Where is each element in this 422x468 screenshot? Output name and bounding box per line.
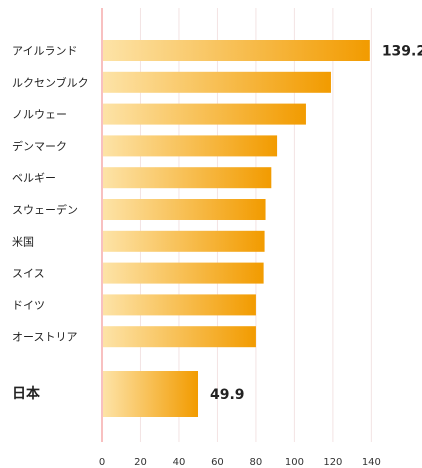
x-tick-label: 80 — [250, 457, 263, 468]
category-label: ベルギー — [12, 172, 56, 185]
data-label: 139.2 — [382, 44, 422, 60]
x-tick-label: 120 — [323, 457, 342, 468]
category-label: オーストリア — [12, 331, 77, 344]
bar — [103, 371, 199, 417]
bar — [103, 71, 331, 93]
x-tick-label: 40 — [173, 457, 186, 468]
x-tick-label: 60 — [211, 457, 224, 468]
category-label: スウェーデン — [12, 203, 78, 217]
bar — [103, 103, 306, 125]
category-label: 日本 — [12, 385, 41, 402]
bars — [103, 40, 370, 417]
bar — [103, 262, 264, 284]
category-label: アイルランド — [12, 45, 77, 58]
bar — [103, 230, 265, 252]
category-label: デンマーク — [12, 139, 67, 153]
category-label: ドイツ — [12, 299, 45, 312]
category-label: スイス — [12, 267, 45, 280]
x-tick-label: 0 — [99, 457, 105, 468]
data-label: 49.9 — [210, 387, 245, 403]
x-tick-label: 100 — [285, 457, 304, 468]
data-labels: 139.2 49.9 — [210, 44, 422, 404]
category-labels: アイルランドルクセンブルクノルウェーデンマークベルギースウェーデン米国スイスドイ… — [12, 45, 89, 403]
bar — [103, 199, 266, 220]
category-label: 米国 — [12, 235, 34, 248]
x-tick-label: 20 — [134, 457, 147, 468]
bar — [103, 40, 370, 61]
bar — [103, 135, 278, 157]
bar — [103, 167, 272, 189]
category-label: ルクセンブルク — [12, 75, 89, 89]
category-label: ノルウェー — [12, 108, 67, 121]
bar — [103, 294, 256, 316]
x-axis-ticks: 0 20 40 60 80 100 120 140 — [99, 457, 381, 468]
bar — [103, 326, 256, 348]
x-tick-label: 140 — [362, 457, 381, 468]
